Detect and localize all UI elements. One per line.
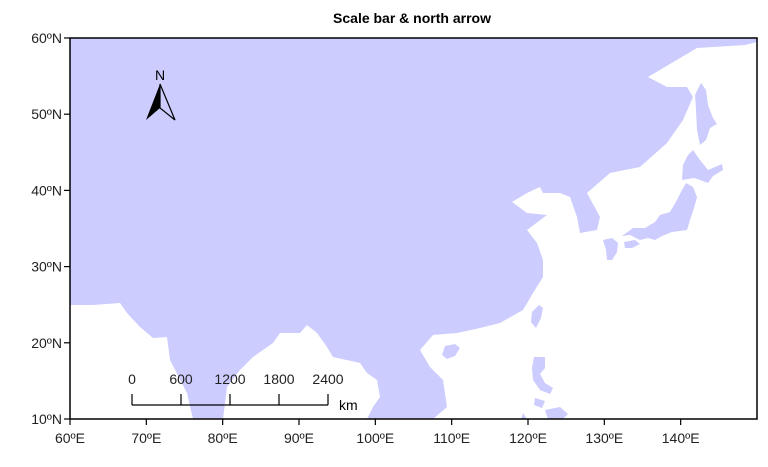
land-hainan: [442, 344, 460, 359]
x-axis: 60ºE 70ºE 80ºE 90ºE 100ºE 110ºE 120ºE 130ºE 140º…: [55, 419, 700, 446]
y-tick-label: 20ºN: [31, 335, 62, 351]
x-tick-label: 90ºE: [284, 430, 314, 446]
x-tick-label: 140ºE: [662, 430, 700, 446]
x-tick-label: 70ºE: [131, 430, 161, 446]
land-layer: [70, 38, 757, 419]
land-mainland: [70, 38, 757, 419]
scale-bar-label: 1800: [263, 371, 294, 387]
north-arrow-label: N: [155, 67, 165, 83]
y-tick-label: 50ºN: [31, 106, 62, 122]
x-tick-label: 80ºE: [208, 430, 238, 446]
x-tick-label: 120ºE: [509, 430, 547, 446]
north-arrow-icon: [146, 83, 176, 121]
scale-bar-label: 600: [169, 371, 193, 387]
scale-bar-unit: km: [339, 397, 358, 413]
land-shikoku: [624, 240, 640, 248]
map-title: Scale bar & north arrow: [333, 10, 491, 26]
y-axis: 60ºN 50ºN 40ºN 30ºN 20ºN 10ºN: [31, 30, 70, 427]
x-tick-label: 100ºE: [356, 430, 394, 446]
map-frame: [69, 37, 758, 420]
north-arrow: N: [146, 67, 176, 121]
land-taiwan: [531, 305, 543, 328]
land-mindanao: [545, 407, 568, 419]
y-tick-label: 10ºN: [31, 411, 62, 427]
land-sakhalin: [695, 83, 717, 145]
scale-bar-label: 0: [128, 371, 136, 387]
scale-bar: 0 600 1200 1800 2400 km: [128, 371, 358, 413]
y-tick-label: 40ºN: [31, 182, 62, 198]
x-tick-label: 110ºE: [433, 430, 470, 446]
scale-bar-label: 1200: [214, 371, 245, 387]
land-visayas: [534, 398, 545, 408]
land-hokkaido: [682, 150, 723, 183]
land-kyushu: [603, 238, 618, 260]
land-borneo: [521, 413, 527, 419]
land-honshu: [622, 183, 697, 240]
x-tick-label: 130ºE: [585, 430, 623, 446]
y-tick-label: 30ºN: [31, 259, 62, 275]
land-luzon: [532, 357, 553, 394]
scale-bar-label: 2400: [312, 371, 343, 387]
x-tick-label: 60ºE: [55, 430, 85, 446]
y-tick-label: 60ºN: [31, 30, 62, 46]
